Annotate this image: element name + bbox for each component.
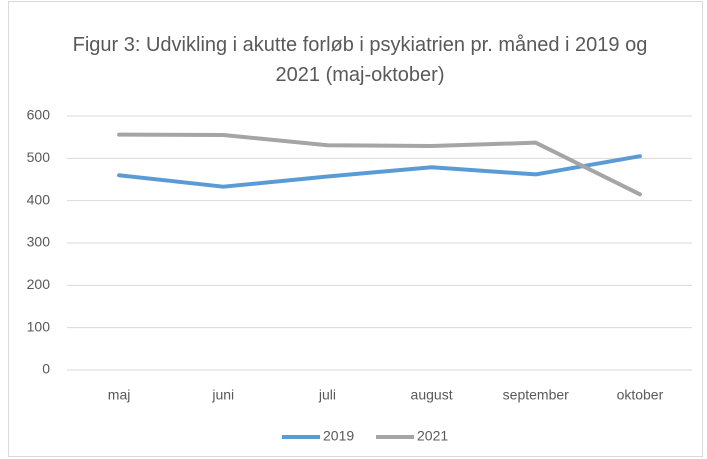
x-tick-label: juli bbox=[318, 387, 336, 403]
legend-label: 2021 bbox=[417, 428, 448, 444]
y-tick-label: 600 bbox=[27, 107, 51, 123]
chart-title: Figur 3: Udvikling i akutte forløb i psy… bbox=[72, 34, 648, 86]
y-tick-label: 300 bbox=[27, 234, 51, 250]
x-tick-label: september bbox=[503, 387, 569, 403]
line-series bbox=[117, 154, 642, 189]
x-tick-label: oktober bbox=[617, 387, 664, 403]
chart-border bbox=[8, 1, 703, 457]
y-tick-label: 200 bbox=[27, 276, 51, 292]
x-tick-label: juni bbox=[211, 387, 234, 403]
legend-label: 2019 bbox=[323, 428, 354, 444]
x-tick-label: august bbox=[411, 387, 453, 403]
y-tick-label: 0 bbox=[42, 361, 50, 377]
y-tick-label: 400 bbox=[27, 191, 51, 207]
x-tick-label: maj bbox=[108, 387, 131, 403]
line-series bbox=[117, 132, 642, 197]
y-tick-label: 500 bbox=[27, 149, 51, 165]
y-tick-label: 100 bbox=[27, 318, 51, 334]
